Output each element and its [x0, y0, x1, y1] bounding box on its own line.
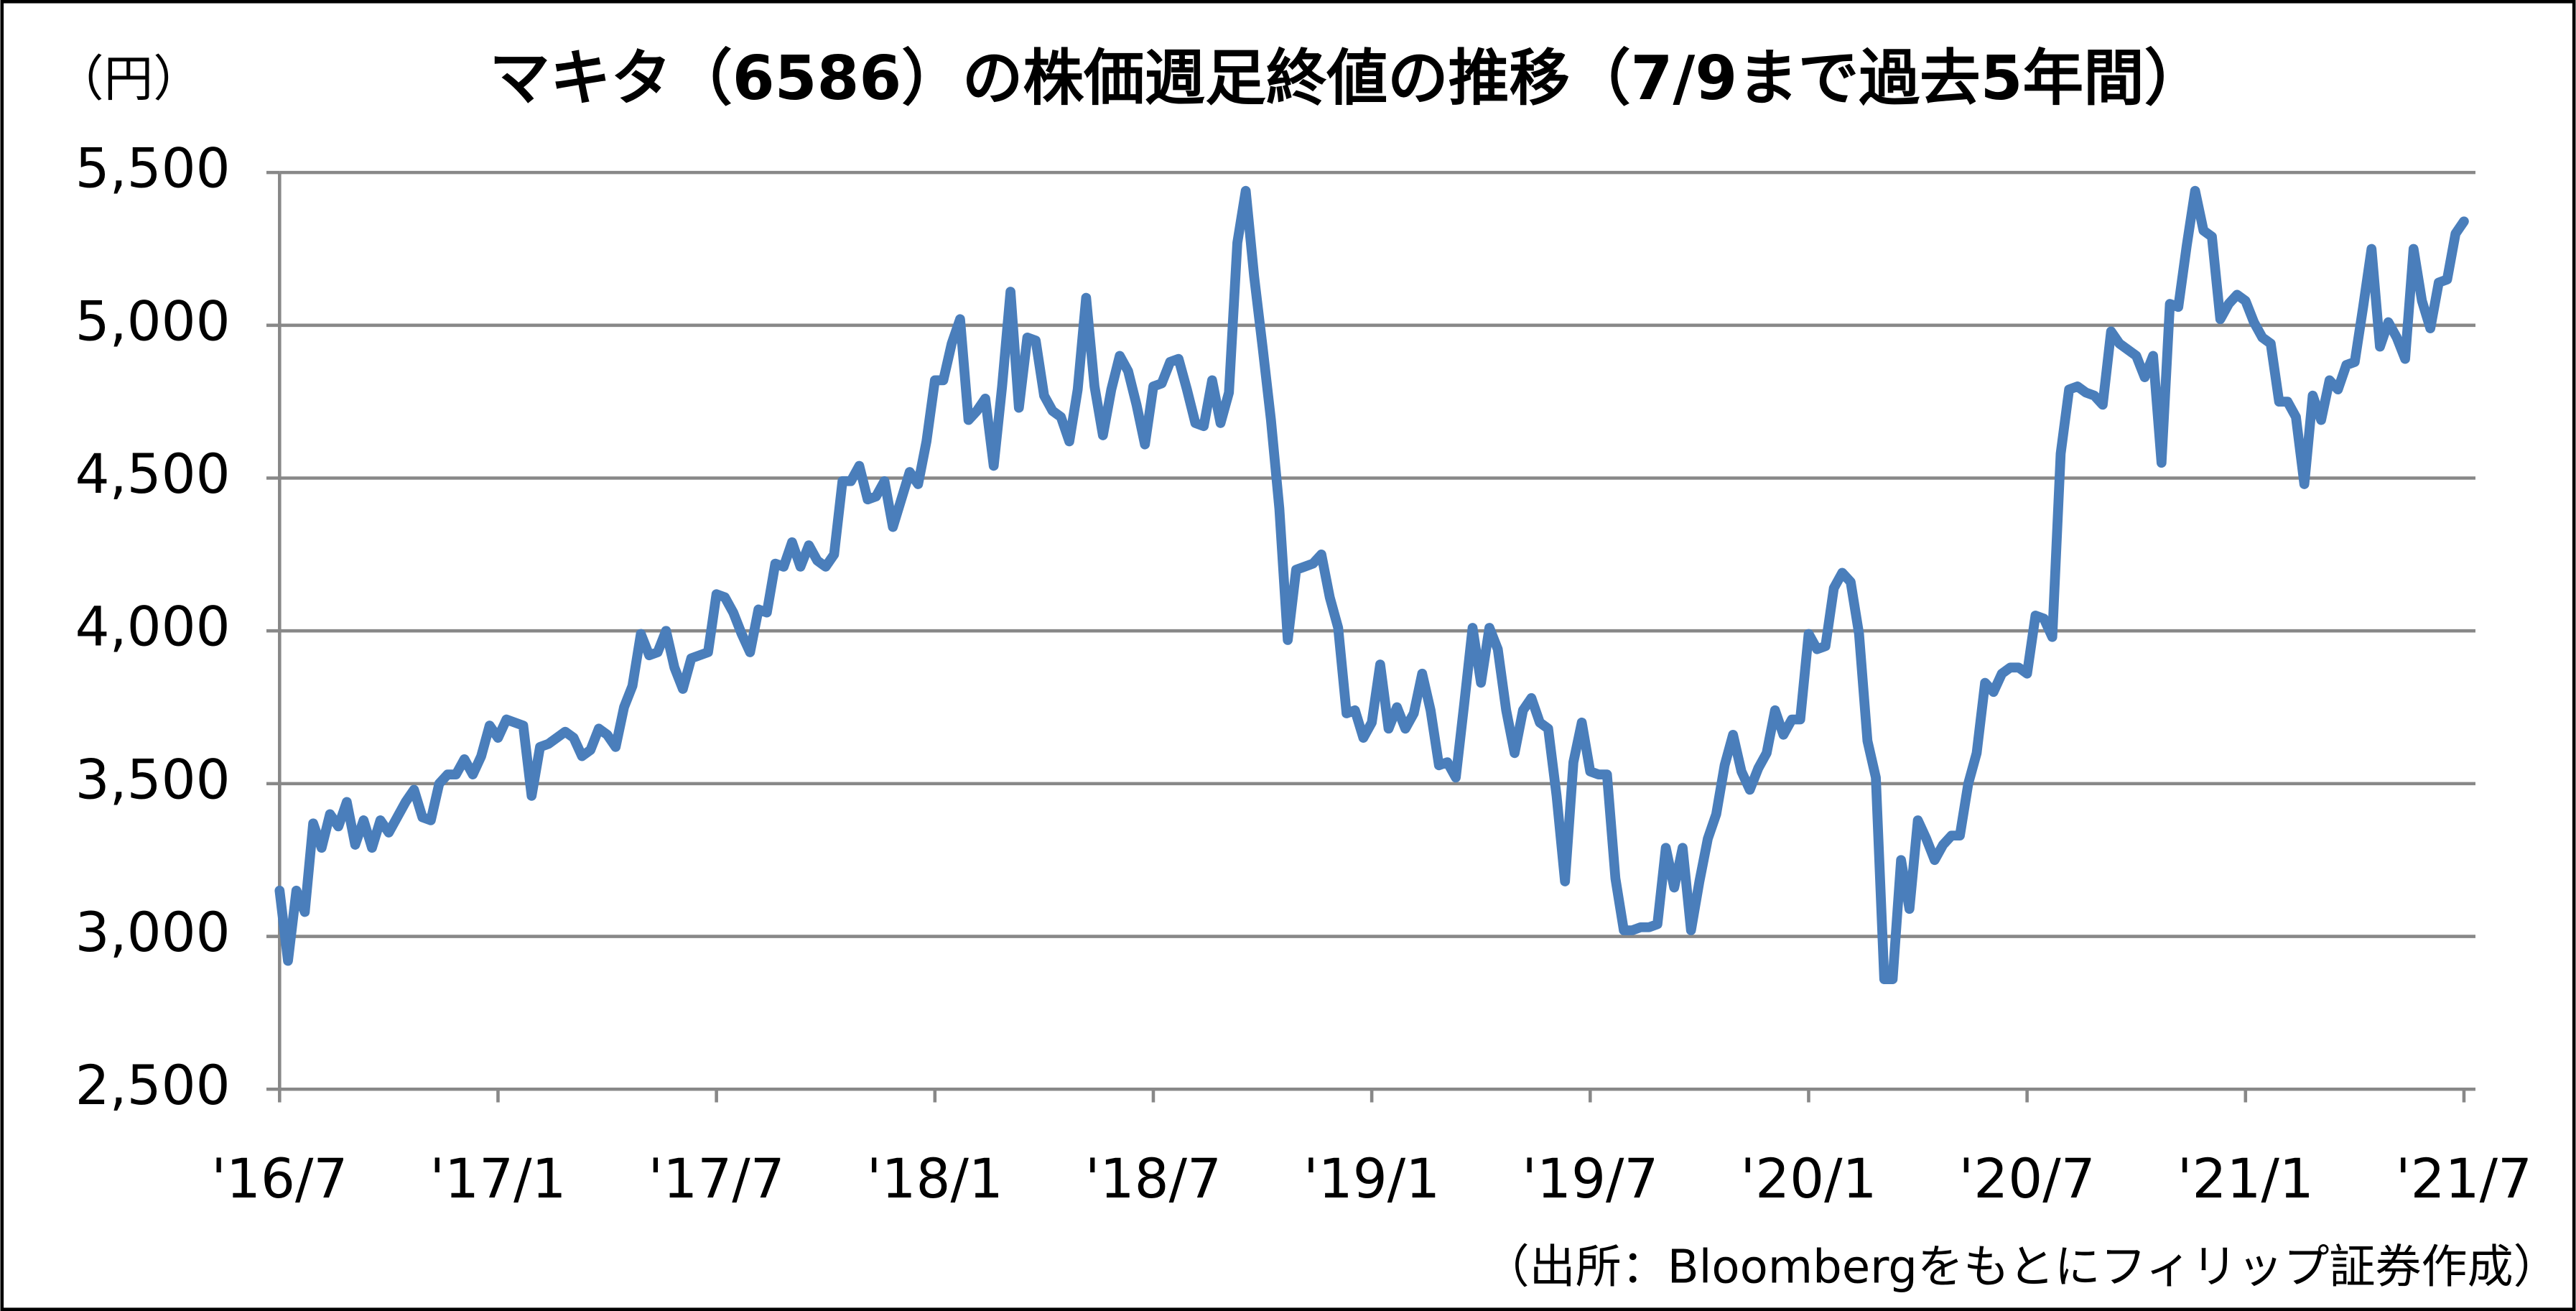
x-tick-label: '18/7 [1085, 1147, 1222, 1210]
source-note: （出所：Bloombergをもとにフィリップ証券作成） [1484, 1241, 2559, 1294]
chart-title: マキタ（6586）の株価週足終値の推移（7/9まで過去5年間） [489, 42, 2205, 114]
y-tick-label: 3,500 [75, 748, 231, 811]
x-tick-label: '16/7 [211, 1147, 348, 1210]
x-tick-label: '20/1 [1740, 1147, 1877, 1210]
y-tick-label: 2,500 [75, 1054, 231, 1117]
price-line [274, 185, 2469, 984]
y-tick-label: 4,500 [75, 443, 231, 506]
x-tick-label: '21/7 [2396, 1147, 2532, 1210]
y-tick-label: 5,000 [75, 289, 231, 353]
y-tick-label: 5,500 [75, 137, 231, 200]
y-tick-label: 4,000 [75, 596, 231, 659]
x-tick-label: '18/1 [867, 1147, 1003, 1210]
x-tick-label: '17/1 [429, 1147, 566, 1210]
x-tick-label: '20/7 [1959, 1147, 2096, 1210]
y-tick-label: 3,000 [75, 901, 231, 964]
x-tick-label: '17/7 [648, 1147, 785, 1210]
x-tick-label: '19/7 [1522, 1147, 1658, 1210]
y-axis-unit: （円） [55, 50, 203, 108]
x-tick-label: '21/1 [2177, 1147, 2314, 1210]
x-tick-label: '19/1 [1303, 1147, 1440, 1210]
